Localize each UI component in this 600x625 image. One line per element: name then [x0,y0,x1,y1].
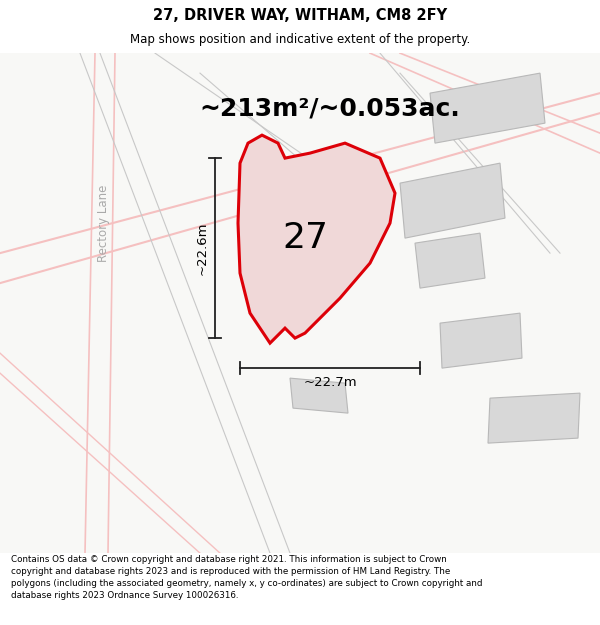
Polygon shape [430,73,545,143]
Text: ~22.6m: ~22.6m [196,221,209,275]
Polygon shape [488,393,580,443]
Text: Rectory Lane: Rectory Lane [97,184,110,262]
Text: 27, DRIVER WAY, WITHAM, CM8 2FY: 27, DRIVER WAY, WITHAM, CM8 2FY [153,8,447,23]
Polygon shape [440,313,522,368]
Text: Map shows position and indicative extent of the property.: Map shows position and indicative extent… [130,33,470,46]
Text: ~22.7m: ~22.7m [303,376,357,389]
Text: 27: 27 [282,221,328,255]
Text: ~213m²/~0.053ac.: ~213m²/~0.053ac. [200,96,460,120]
Polygon shape [238,135,395,343]
Polygon shape [290,378,348,413]
Text: Contains OS data © Crown copyright and database right 2021. This information is : Contains OS data © Crown copyright and d… [11,555,482,599]
Polygon shape [415,233,485,288]
Polygon shape [400,163,505,238]
